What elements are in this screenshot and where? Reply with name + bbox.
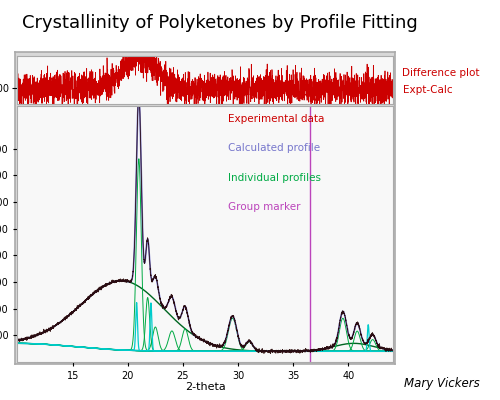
Text: Mary Vickers: Mary Vickers [404,377,480,390]
Text: Group marker: Group marker [228,202,300,212]
Text: Expt-Calc: Expt-Calc [402,84,452,94]
Text: Crystallinity of Polyketones by Profile Fitting: Crystallinity of Polyketones by Profile … [22,14,418,32]
Text: Experimental data: Experimental data [228,114,324,124]
Text: Difference plot: Difference plot [402,68,480,78]
Text: Calculated profile: Calculated profile [228,143,320,153]
X-axis label: 2-theta: 2-theta [184,382,226,392]
Text: Individual profiles: Individual profiles [228,173,320,183]
